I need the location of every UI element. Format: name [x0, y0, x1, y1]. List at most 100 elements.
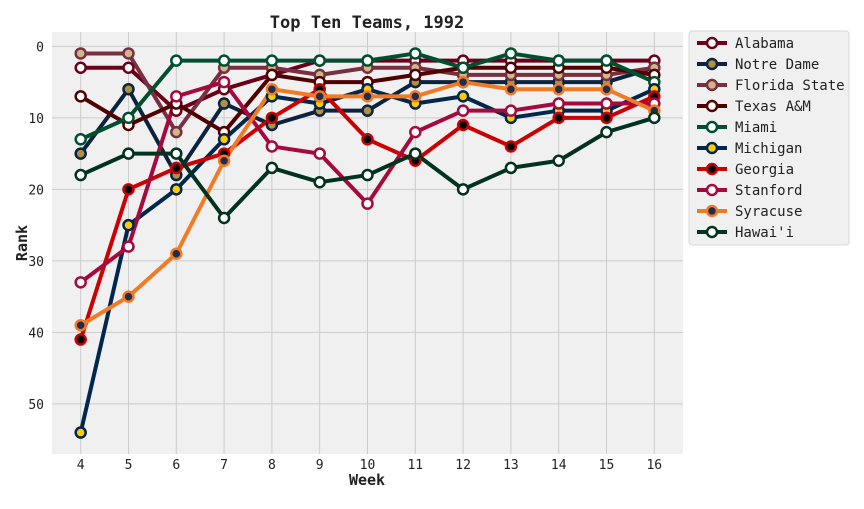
legend-swatch-marker [705, 225, 719, 239]
data-point [504, 61, 518, 75]
legend-label: Texas A&M [735, 99, 811, 115]
legend-label: Hawai'i [735, 225, 794, 241]
legend-swatch-marker [705, 120, 719, 134]
legend-swatch-marker [705, 78, 719, 92]
data-point [600, 54, 613, 67]
data-point [313, 90, 326, 103]
data-point [217, 75, 231, 89]
legend-swatch-marker [705, 57, 719, 71]
x-tick-label: 4 [77, 458, 85, 473]
data-point [361, 133, 374, 146]
data-point [456, 90, 470, 103]
data-point [170, 247, 183, 260]
data-point [552, 111, 565, 125]
legend: Alabama Notre Dame Florida State Texas A&M M… [688, 30, 850, 246]
y-tick-label: 40 [28, 326, 44, 341]
data-point [122, 147, 135, 160]
y-tick-label: 20 [28, 183, 44, 198]
data-point [74, 276, 87, 289]
data-point [361, 104, 374, 117]
chart-title: Top Ten Teams, 1992 [270, 13, 464, 33]
x-tick-label: 8 [268, 458, 276, 473]
data-point [74, 333, 87, 346]
x-tick-label: 12 [455, 458, 471, 473]
data-point [504, 104, 518, 117]
data-point [552, 97, 565, 110]
legend-swatch-marker [705, 141, 719, 155]
data-point [122, 82, 135, 96]
data-point [361, 90, 374, 103]
data-point [552, 82, 565, 96]
data-point [409, 68, 422, 82]
data-point [122, 240, 135, 253]
data-point [600, 125, 613, 139]
series-markers [74, 47, 661, 439]
y-tick-label: 30 [28, 255, 44, 270]
data-point [74, 147, 87, 160]
legend-swatch-marker [705, 162, 719, 176]
data-point [170, 161, 183, 175]
legend-label: Syracuse [735, 204, 802, 220]
y-tick-label: 50 [28, 398, 44, 413]
data-point [74, 426, 87, 439]
data-point [313, 175, 326, 189]
legend-label: Miami [735, 120, 777, 136]
legend-label: Notre Dame [735, 57, 819, 73]
legend-label: Georgia [735, 162, 794, 178]
data-point [552, 154, 565, 167]
legend-label: Michigan [735, 141, 802, 157]
data-point [456, 75, 470, 89]
legend-swatch-marker [705, 36, 719, 50]
data-point [217, 154, 231, 167]
data-point [409, 147, 422, 160]
data-point [265, 54, 279, 67]
data-point [504, 140, 518, 153]
x-axis-label: Week [349, 471, 385, 489]
legend-swatch-marker [705, 204, 719, 218]
data-point [313, 147, 326, 160]
data-point [74, 319, 87, 332]
data-point [170, 147, 183, 160]
data-point [265, 82, 279, 96]
data-point [122, 61, 135, 75]
x-tick-label: 14 [551, 458, 567, 473]
data-point [504, 82, 518, 96]
x-tick-label: 13 [503, 458, 519, 473]
legend-swatch-marker [705, 183, 719, 197]
legend-box [688, 30, 850, 246]
data-point [170, 90, 183, 103]
data-point [170, 183, 183, 196]
data-point [74, 61, 87, 75]
data-point [361, 197, 374, 210]
x-tick-label: 16 [646, 458, 662, 473]
x-tick-label: 5 [125, 458, 133, 473]
y-axis-label: Rank [13, 225, 31, 261]
data-point [74, 168, 87, 182]
data-point [456, 118, 470, 132]
data-point [122, 218, 135, 232]
data-point [122, 290, 135, 303]
x-tick-label: 6 [172, 458, 180, 473]
data-point [74, 47, 87, 60]
y-tick-labels: 0 10 20 30 40 50 [28, 40, 44, 413]
data-point [265, 111, 279, 125]
data-point [361, 54, 374, 67]
data-point [217, 97, 231, 110]
data-point [456, 104, 470, 117]
y-tick-label: 10 [28, 112, 44, 127]
data-point [122, 47, 135, 60]
data-point [409, 125, 422, 139]
data-point [74, 90, 87, 103]
legend-label: Alabama [735, 36, 794, 52]
data-point [170, 125, 183, 139]
data-point [600, 82, 613, 96]
x-tick-label: 7 [220, 458, 228, 473]
x-tick-label: 15 [599, 458, 615, 473]
data-point [600, 97, 613, 110]
data-point [361, 168, 374, 182]
x-tick-label: 11 [407, 458, 423, 473]
legend-swatch-marker [705, 99, 719, 113]
data-point [409, 47, 422, 60]
